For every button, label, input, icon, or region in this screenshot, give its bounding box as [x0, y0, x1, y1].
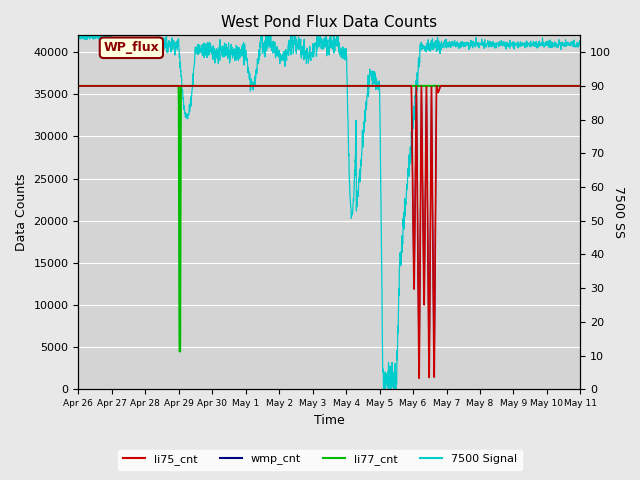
Y-axis label: Data Counts: Data Counts [15, 174, 28, 251]
Y-axis label: 7500 SS: 7500 SS [612, 186, 625, 239]
Title: West Pond Flux Data Counts: West Pond Flux Data Counts [221, 15, 438, 30]
X-axis label: Time: Time [314, 414, 345, 427]
Legend: li75_cnt, wmp_cnt, li77_cnt, 7500 Signal: li75_cnt, wmp_cnt, li77_cnt, 7500 Signal [118, 450, 522, 469]
Text: WP_flux: WP_flux [104, 41, 159, 54]
